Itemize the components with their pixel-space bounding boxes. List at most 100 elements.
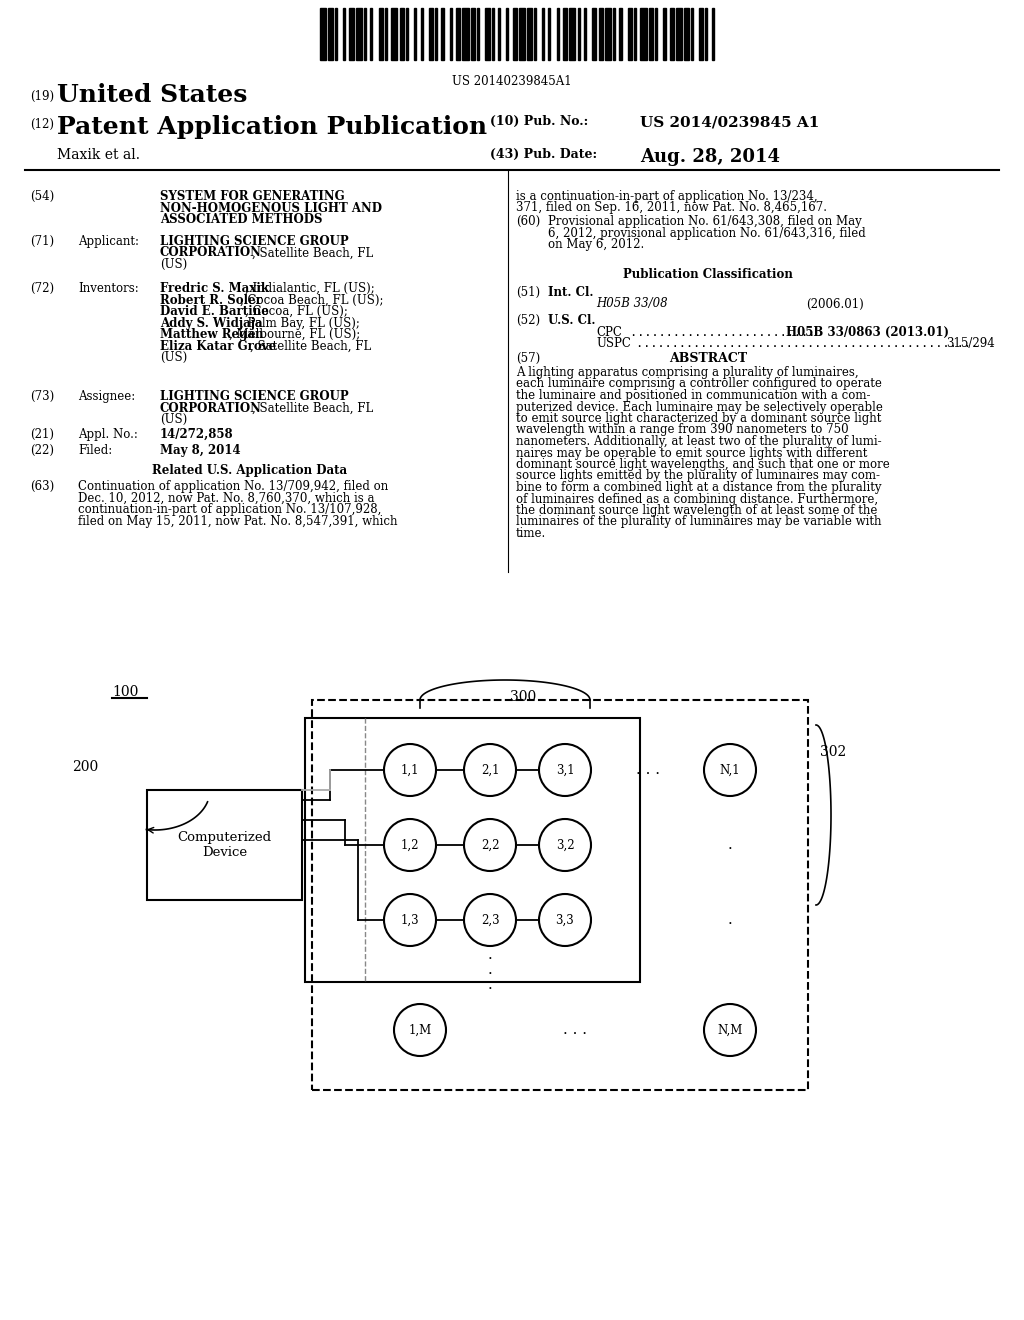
Text: 200: 200: [72, 760, 98, 774]
Text: (54): (54): [30, 190, 54, 203]
Text: , Palm Bay, FL (US);: , Palm Bay, FL (US);: [240, 317, 359, 330]
Text: USPC: USPC: [596, 337, 631, 350]
Bar: [477, 8, 479, 59]
Text: N,1: N,1: [720, 763, 740, 776]
Text: (US): (US): [160, 257, 187, 271]
Bar: [343, 8, 345, 59]
Bar: [450, 8, 452, 59]
Bar: [513, 8, 517, 59]
Bar: [355, 8, 361, 59]
Text: ABSTRACT: ABSTRACT: [669, 352, 748, 366]
Text: each luminaire comprising a controller configured to operate: each luminaire comprising a controller c…: [516, 378, 882, 391]
Text: 2,3: 2,3: [480, 913, 500, 927]
Bar: [640, 8, 647, 59]
Text: 1,3: 1,3: [400, 913, 419, 927]
Bar: [664, 8, 666, 59]
Text: David E. Bartine: David E. Bartine: [160, 305, 269, 318]
Bar: [147, 789, 302, 900]
Text: (12): (12): [30, 117, 54, 131]
Bar: [364, 8, 366, 59]
Text: , Satellite Beach, FL: , Satellite Beach, FL: [252, 401, 374, 414]
Text: (10) Pub. No.:: (10) Pub. No.:: [490, 115, 588, 128]
Text: , Satellite Beach, FL: , Satellite Beach, FL: [250, 339, 372, 352]
Text: wavelength within a range from 390 nanometers to 750: wavelength within a range from 390 nanom…: [516, 424, 849, 437]
Text: 6, 2012, provisional application No. 61/643,316, filed: 6, 2012, provisional application No. 61/…: [548, 227, 865, 239]
Text: Maxik et al.: Maxik et al.: [57, 148, 140, 162]
Text: 1,1: 1,1: [400, 763, 419, 776]
Text: to emit source light characterized by a dominant source light: to emit source light characterized by a …: [516, 412, 882, 425]
Text: 302: 302: [820, 744, 846, 759]
Text: the dominant source light wavelength of at least some of the: the dominant source light wavelength of …: [516, 504, 878, 517]
Text: .: .: [728, 838, 732, 851]
Text: 3,1: 3,1: [556, 763, 574, 776]
Bar: [371, 8, 373, 59]
Bar: [335, 8, 337, 59]
Text: (US): (US): [160, 351, 187, 364]
Text: .: .: [487, 978, 493, 993]
Text: Publication Classification: Publication Classification: [623, 268, 793, 281]
Bar: [584, 8, 586, 59]
Text: US 2014/0239845 A1: US 2014/0239845 A1: [640, 115, 819, 129]
Text: 300: 300: [510, 690, 537, 704]
Text: on May 6, 2012.: on May 6, 2012.: [548, 238, 644, 251]
Bar: [507, 8, 509, 59]
Text: . . .: . . .: [563, 1023, 587, 1038]
Text: Provisional application No. 61/643,308, filed on May: Provisional application No. 61/643,308, …: [548, 215, 862, 228]
Bar: [706, 8, 708, 59]
Text: N,M: N,M: [718, 1023, 742, 1036]
Text: Aug. 28, 2014: Aug. 28, 2014: [640, 148, 780, 166]
Text: H05B 33/0863 (2013.01): H05B 33/0863 (2013.01): [786, 326, 949, 338]
Bar: [406, 8, 408, 59]
Text: (71): (71): [30, 235, 54, 248]
Text: CPC: CPC: [596, 326, 622, 338]
Text: continuation-in-part of application No. 13/107,928,: continuation-in-part of application No. …: [78, 503, 381, 516]
Bar: [435, 8, 437, 59]
Text: Applicant:: Applicant:: [78, 235, 139, 248]
Bar: [534, 8, 536, 59]
Bar: [613, 8, 615, 59]
Text: , Melbourne, FL (US);: , Melbourne, FL (US);: [229, 327, 360, 341]
Text: 1,2: 1,2: [400, 838, 419, 851]
Bar: [670, 8, 674, 59]
Text: 2,2: 2,2: [480, 838, 500, 851]
Text: Matthew Regan: Matthew Regan: [160, 327, 263, 341]
Text: Appl. No.:: Appl. No.:: [78, 428, 138, 441]
Bar: [699, 8, 703, 59]
Text: , Satellite Beach, FL: , Satellite Beach, FL: [252, 247, 374, 260]
Text: filed on May 15, 2011, now Pat. No. 8,547,391, which: filed on May 15, 2011, now Pat. No. 8,54…: [78, 515, 397, 528]
Text: the luminaire and positioned in communication with a com-: the luminaire and positioned in communic…: [516, 389, 870, 403]
Bar: [599, 8, 603, 59]
Text: . . .: . . .: [636, 763, 660, 777]
Text: 100: 100: [112, 685, 138, 700]
Bar: [578, 8, 580, 59]
Text: 2,1: 2,1: [480, 763, 500, 776]
Bar: [569, 8, 575, 59]
Text: (73): (73): [30, 389, 54, 403]
Text: , Cocoa, FL (US);: , Cocoa, FL (US);: [245, 305, 348, 318]
Text: luminaires of the plurality of luminaires may be variable with: luminaires of the plurality of luminaire…: [516, 516, 882, 528]
Bar: [456, 8, 461, 59]
Bar: [712, 8, 714, 59]
Bar: [557, 8, 559, 59]
Text: 315/294: 315/294: [946, 337, 994, 350]
Bar: [463, 8, 469, 59]
Text: NON-HOMOGENOUS LIGHT AND: NON-HOMOGENOUS LIGHT AND: [160, 202, 382, 214]
Text: ................................................: ........................................…: [629, 337, 978, 350]
Text: LIGHTING SCIENCE GROUP: LIGHTING SCIENCE GROUP: [160, 389, 348, 403]
Bar: [684, 8, 688, 59]
Bar: [676, 8, 682, 59]
Text: .: .: [728, 913, 732, 927]
Text: dominant source light wavelengths, and such that one or more: dominant source light wavelengths, and s…: [516, 458, 890, 471]
Bar: [634, 8, 636, 59]
Text: 371, filed on Sep. 16, 2011, now Pat. No. 8,465,167.: 371, filed on Sep. 16, 2011, now Pat. No…: [516, 202, 827, 214]
Text: Computerized
Device: Computerized Device: [177, 832, 271, 859]
Text: (2006.01): (2006.01): [806, 297, 864, 310]
Text: ..........................: ..........................: [623, 326, 815, 338]
Bar: [399, 8, 403, 59]
Text: .: .: [487, 964, 493, 977]
Text: (52): (52): [516, 314, 540, 327]
Text: , Indialantic, FL (US);: , Indialantic, FL (US);: [245, 282, 375, 294]
Text: ASSOCIATED METHODS: ASSOCIATED METHODS: [160, 213, 323, 226]
Bar: [312, 700, 808, 1090]
Text: (22): (22): [30, 444, 54, 457]
